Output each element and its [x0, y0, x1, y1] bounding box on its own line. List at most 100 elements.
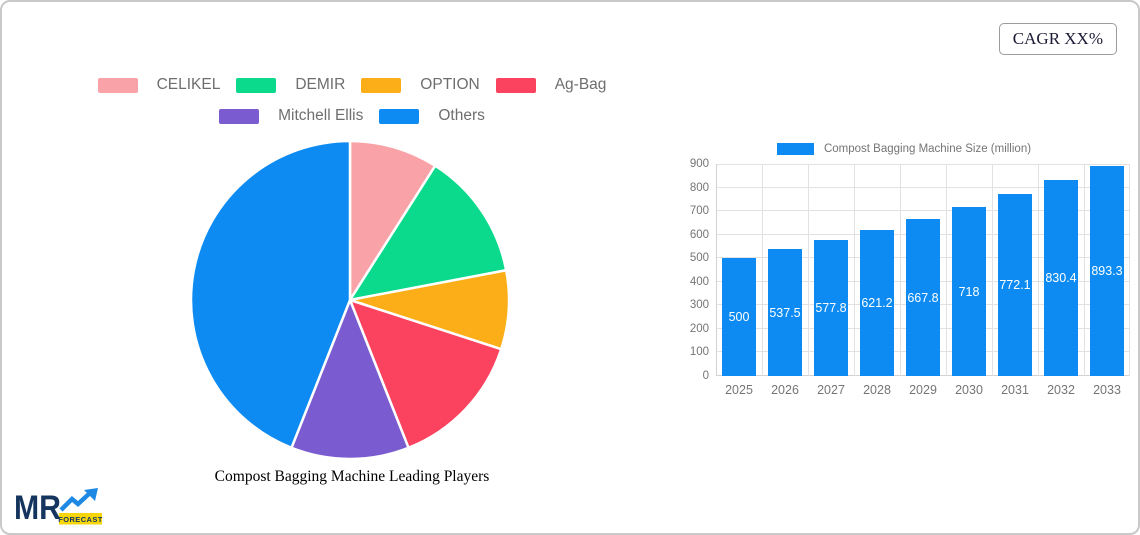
legend-item-label: CELIKEL — [156, 76, 221, 93]
gridline-y-800 — [716, 187, 1130, 188]
bar-value-label: 537.5 — [769, 305, 801, 320]
trend-arrow-icon — [59, 490, 93, 512]
x-tick-label-2026: 2026 — [771, 383, 799, 397]
bar-value-label: 772.1 — [999, 278, 1031, 292]
bar-slot-2033: 893.3 — [1084, 164, 1130, 376]
gridline-x-5 — [946, 164, 947, 376]
pie-legend-row: Mitchell Ellis Others — [219, 107, 485, 125]
x-tick-label-2028: 2028 — [863, 383, 891, 397]
legend-item-others[interactable]: Others — [379, 107, 485, 125]
mr-forecast-logo: MR FORECAST — [14, 488, 102, 527]
bar-2030: 718 — [952, 207, 986, 376]
bar-chart-legend-item[interactable]: Compost Bagging Machine Size (million) — [678, 143, 1130, 155]
logo-badge-text: FORECAST — [58, 515, 102, 524]
option-legend-swatch — [361, 77, 402, 93]
logo-badge — [59, 513, 102, 525]
pie-slice-others — [189, 139, 352, 450]
pie-slice-mitchell-ellis — [290, 298, 410, 461]
bar-2025: 500 — [722, 258, 756, 376]
bar-slot-2026: 537.5 — [762, 164, 808, 376]
bar-2026: 537.5 — [768, 249, 802, 376]
legend-item-label: Mitchell Ellis — [278, 107, 364, 124]
bar-chart-x-axis: 2025 2026 2027 2028 2029 2030 2031 2032 2033 — [716, 383, 1130, 397]
gridline-x-9 — [1129, 164, 1130, 376]
gridline-y-900 — [716, 164, 1130, 165]
logo-brand-text: MR — [14, 489, 61, 527]
gridline-x-0 — [716, 164, 717, 376]
bar-2032: 830.4 — [1044, 180, 1078, 376]
bar-value-label: 718 — [958, 284, 980, 299]
legend-item-label: OPTION — [420, 76, 480, 93]
bar-value-label: 830.4 — [1045, 271, 1077, 285]
pie-slice-celikel — [348, 139, 437, 302]
bar-value-label: 893.3 — [1091, 264, 1123, 278]
bar-chart: Compost Bagging Machine Size (million) 0… — [678, 143, 1130, 397]
x-tick-label-2030: 2030 — [955, 383, 983, 397]
bar-slot-2030: 718 — [946, 164, 992, 376]
bar-value-label: 500 — [728, 310, 750, 324]
cagr-button[interactable]: CAGR XX% — [998, 23, 1117, 55]
bar-slot-2025: 500 — [716, 164, 762, 376]
legend-item-label: DEMIR — [295, 76, 346, 93]
bar-slot-2028: 621.2 — [854, 164, 900, 376]
gridline-x-8 — [1084, 164, 1085, 376]
gridline-x-7 — [1038, 164, 1039, 376]
x-tick-label-2032: 2032 — [1047, 383, 1075, 397]
y-tick-label: 400 — [689, 276, 709, 288]
bar-legend-label: Compost Bagging Machine Size (million) — [823, 143, 1032, 155]
bar-2028: 621.2 — [860, 230, 894, 376]
legend-item-celikel[interactable]: CELIKEL — [97, 76, 221, 94]
y-tick-label: 600 — [689, 229, 709, 241]
gridline-x-4 — [900, 164, 901, 376]
pie-legend-row: CELIKEL DEMIR OPTION Ag-Bag — [97, 76, 607, 94]
x-tick-label-2033: 2033 — [1093, 383, 1121, 397]
y-tick-label: 900 — [689, 158, 709, 170]
x-tick-label-2031: 2031 — [1001, 383, 1029, 397]
y-tick-label: 300 — [689, 299, 709, 311]
bar-2033: 893.3 — [1090, 166, 1124, 376]
gridline-x-3 — [854, 164, 855, 376]
others-legend-swatch — [379, 108, 420, 124]
legend-item-ag-bag[interactable]: Ag-Bag — [495, 76, 607, 94]
bar-value-label: 667.8 — [907, 290, 939, 305]
bar-chart-y-axis: 0 100 200 300 400 500 600 700 800 900 — [678, 158, 716, 382]
pie-slice-demir — [348, 164, 508, 302]
bar-value-label: 621.2 — [861, 296, 893, 310]
y-tick-label: 700 — [689, 205, 709, 217]
legend-item-label: Others — [438, 107, 485, 124]
ag-bag-legend-swatch — [495, 77, 536, 93]
bar-2029: 667.8 — [906, 219, 940, 376]
y-tick-label: 200 — [689, 323, 709, 335]
gridline-y-700 — [716, 210, 1130, 211]
bar-slot-2032: 830.4 — [1038, 164, 1084, 376]
gridline-x-2 — [808, 164, 809, 376]
bar-legend-swatch — [776, 143, 814, 155]
y-tick-label: 800 — [689, 182, 709, 194]
bar-slot-2031: 772.1 — [992, 164, 1038, 376]
y-tick-label: 500 — [689, 252, 709, 264]
celikel-legend-swatch — [97, 77, 138, 93]
legend-item-label: Ag-Bag — [554, 76, 607, 93]
bar-chart-plot-area: 500 537.5 577.8 621.2 667.8 718 772.1 830.4 893.… — [716, 164, 1130, 376]
gridline-x-1 — [762, 164, 763, 376]
bar-2027: 577.8 — [814, 240, 848, 376]
pie-chart — [189, 139, 511, 461]
legend-item-option[interactable]: OPTION — [361, 76, 480, 94]
x-tick-label-2025: 2025 — [725, 383, 753, 397]
x-tick-label-2027: 2027 — [817, 383, 845, 397]
x-tick-label-2029: 2029 — [909, 383, 937, 397]
mitchell-ellis-legend-swatch — [219, 108, 260, 124]
bar-value-label: 577.8 — [815, 301, 847, 315]
trend-arrowhead-icon — [84, 488, 98, 501]
pie-slice-ag-bag — [348, 298, 503, 450]
bar-slot-2027: 577.8 — [808, 164, 854, 376]
pie-legend: CELIKEL DEMIR OPTION Ag-Bag Mitchell Ellis Ot… — [2, 76, 702, 125]
demir-legend-swatch — [236, 77, 277, 93]
y-tick-label: 0 — [702, 370, 709, 382]
pie-title: Compost Bagging Machine Leading Players — [214, 468, 490, 485]
legend-item-demir[interactable]: DEMIR — [236, 76, 345, 94]
bars-layer: 500 537.5 577.8 621.2 667.8 718 772.1 830.4 893.… — [716, 164, 1130, 376]
legend-item-mitchell-ellis[interactable]: Mitchell Ellis — [219, 107, 363, 125]
y-tick-label: 100 — [689, 346, 709, 358]
